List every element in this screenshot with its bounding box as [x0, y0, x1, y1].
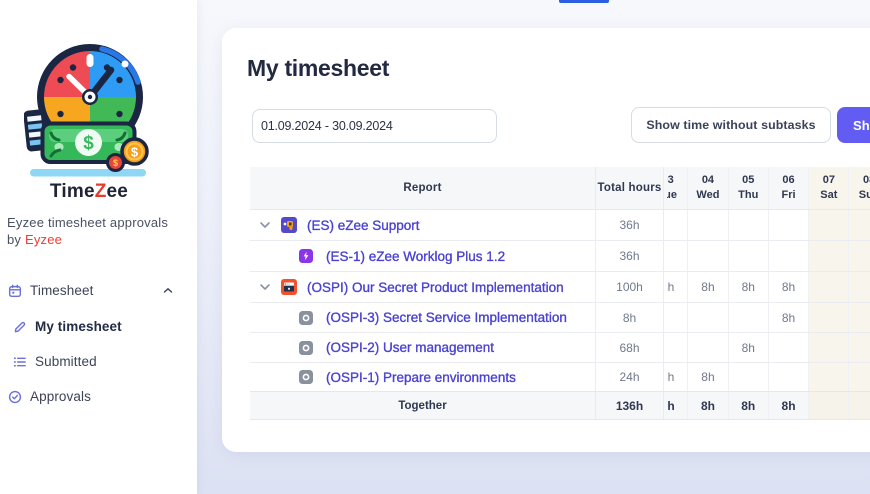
svg-text:$: $ — [83, 133, 94, 154]
svg-text:$: $ — [131, 145, 139, 160]
svg-text:$: $ — [113, 158, 118, 168]
